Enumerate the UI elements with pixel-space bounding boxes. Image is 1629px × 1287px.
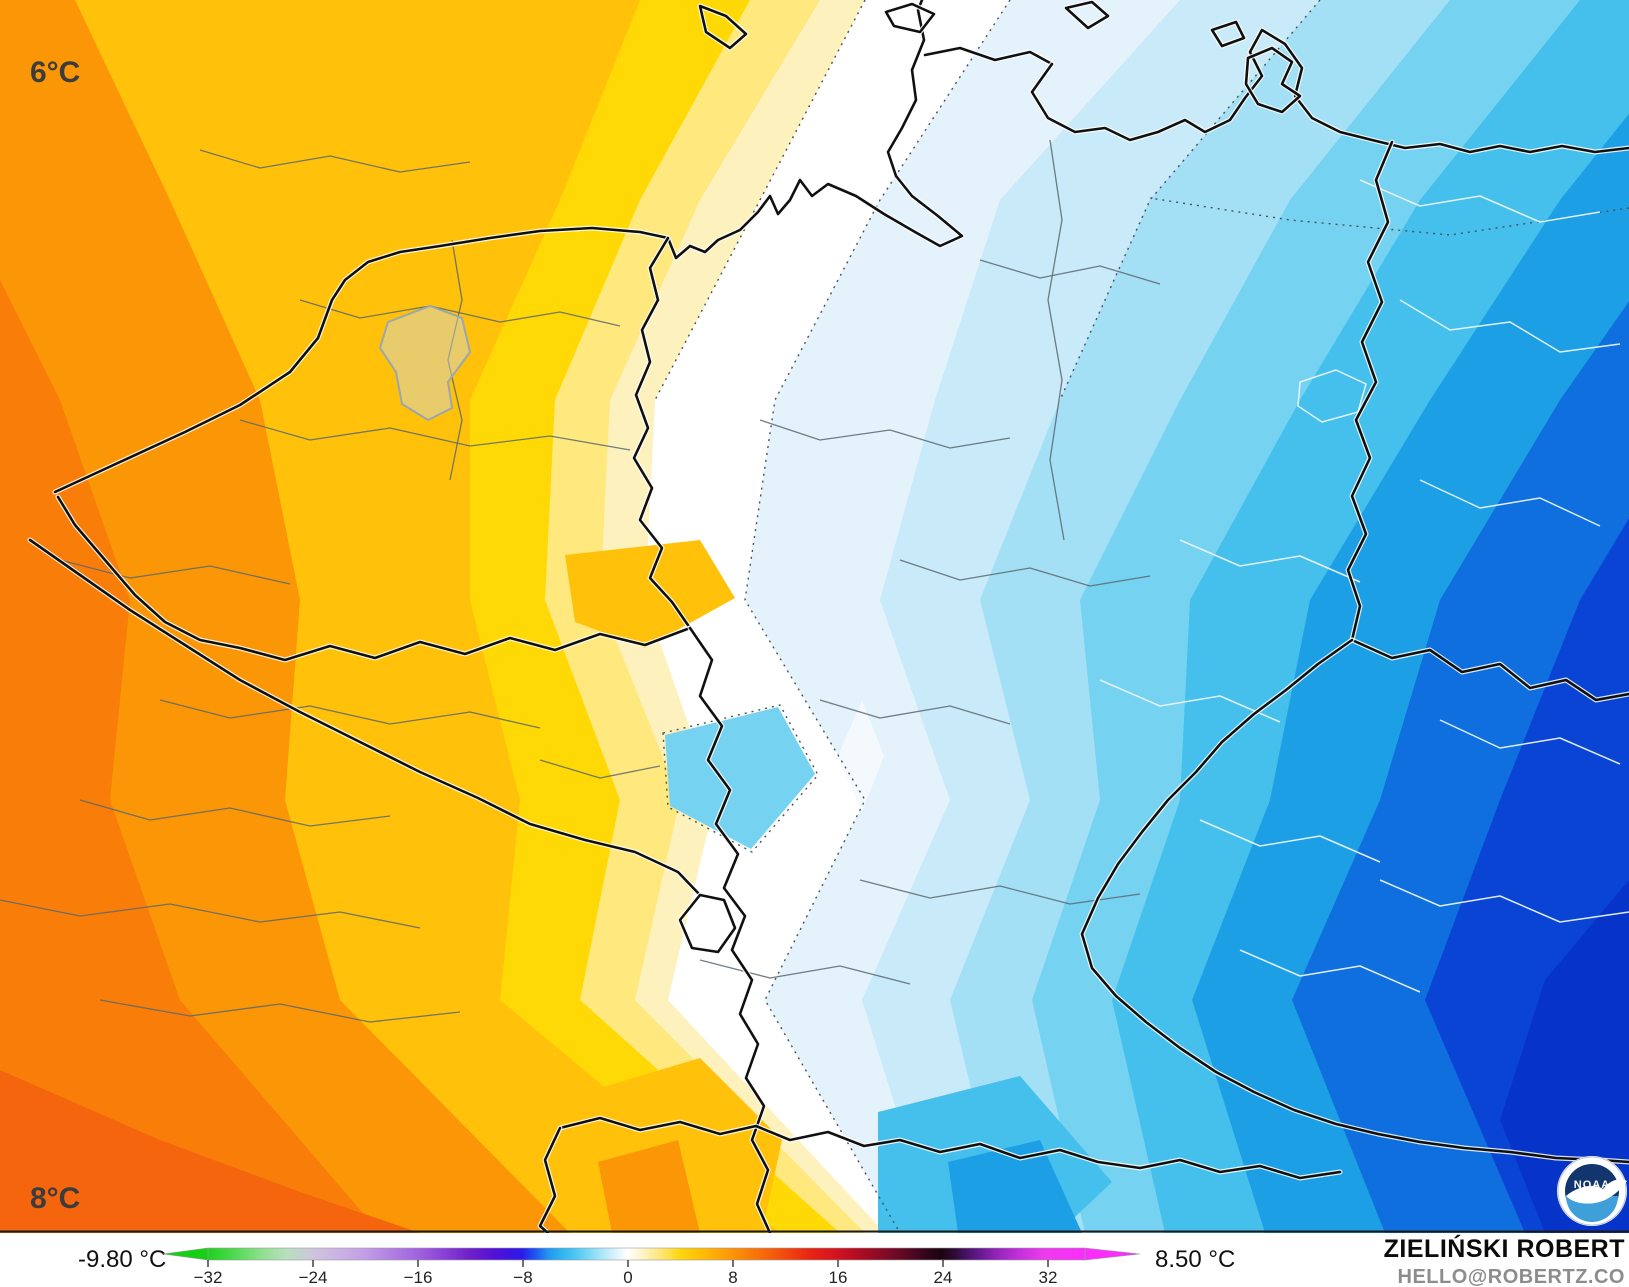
colorbar-tick-label: 8 [728, 1268, 737, 1286]
colorbar-arrow-left [162, 1247, 209, 1261]
temperature-patches [0, 430, 1112, 1233]
regional-borders-white [1099, 179, 1629, 993]
colorbar-tick-label: −24 [299, 1268, 328, 1286]
temperature-anomaly-map: 6°C 8°C NOAA [0, 0, 1629, 1233]
credit-block: ZIELIŃSKI ROBERT HELLO@ROBERTZ.CO [1384, 1237, 1625, 1287]
colorbar-tick-label: −32 [194, 1268, 223, 1286]
regional-borders-gray [0, 139, 1161, 1023]
colorbar-min-label: -9.80 °C [78, 1246, 167, 1273]
temp-patch [0, 1070, 420, 1233]
noaa-logo: NOAA [1557, 1156, 1627, 1226]
colorbar-tick-label: 0 [623, 1268, 632, 1286]
temperature-bands [0, 0, 1629, 1233]
temp-patch [768, 430, 880, 562]
dotted-contour-lines [654, 0, 1629, 1233]
credit-name: ZIELIŃSKI ROBERT [1383, 1235, 1625, 1263]
temp-patch [565, 540, 735, 648]
colorbar-gradient-body [207, 1247, 1086, 1261]
map-corner-label-bottom-left: 8°C [30, 1182, 80, 1215]
colorbar-tick-label: 24 [934, 1268, 953, 1286]
temp-band [1500, 880, 1629, 1233]
colorbar-tick-label: 32 [1039, 1268, 1058, 1286]
noaa-logo-text: NOAA [1574, 1179, 1610, 1191]
colorbar: −32 −24 −16 −8 0 8 16 24 32 [162, 1247, 1141, 1286]
colorbar-tick-label: −8 [513, 1268, 532, 1286]
temp-band [1425, 0, 1629, 1233]
temp-patch [665, 707, 815, 849]
temp-patch [948, 1140, 1082, 1233]
colorbar-panel: -9.80 °C −32 −24 −16 −8 0 8 16 24 32 8.50 °C ZIE… [0, 1233, 1629, 1287]
contour-dotted [744, 0, 1011, 1233]
colorbar-ticks: −32 −24 −16 −8 0 8 16 24 32 [194, 1260, 1058, 1286]
contour-dotted [654, 0, 866, 401]
map-corner-label-top-left: 6°C [30, 56, 80, 89]
lake-outline [378, 304, 472, 422]
colorbar-tick-label: −16 [404, 1268, 433, 1286]
temp-patch [838, 700, 884, 812]
colorbar-arrow-right [1084, 1247, 1141, 1261]
temp-patch [598, 1140, 700, 1233]
colorbar-max-label: 8.50 °C [1155, 1246, 1236, 1273]
colorbar-tick-label: 16 [829, 1268, 848, 1286]
credit-email: HELLO@ROBERTZ.CO [1397, 1266, 1625, 1287]
